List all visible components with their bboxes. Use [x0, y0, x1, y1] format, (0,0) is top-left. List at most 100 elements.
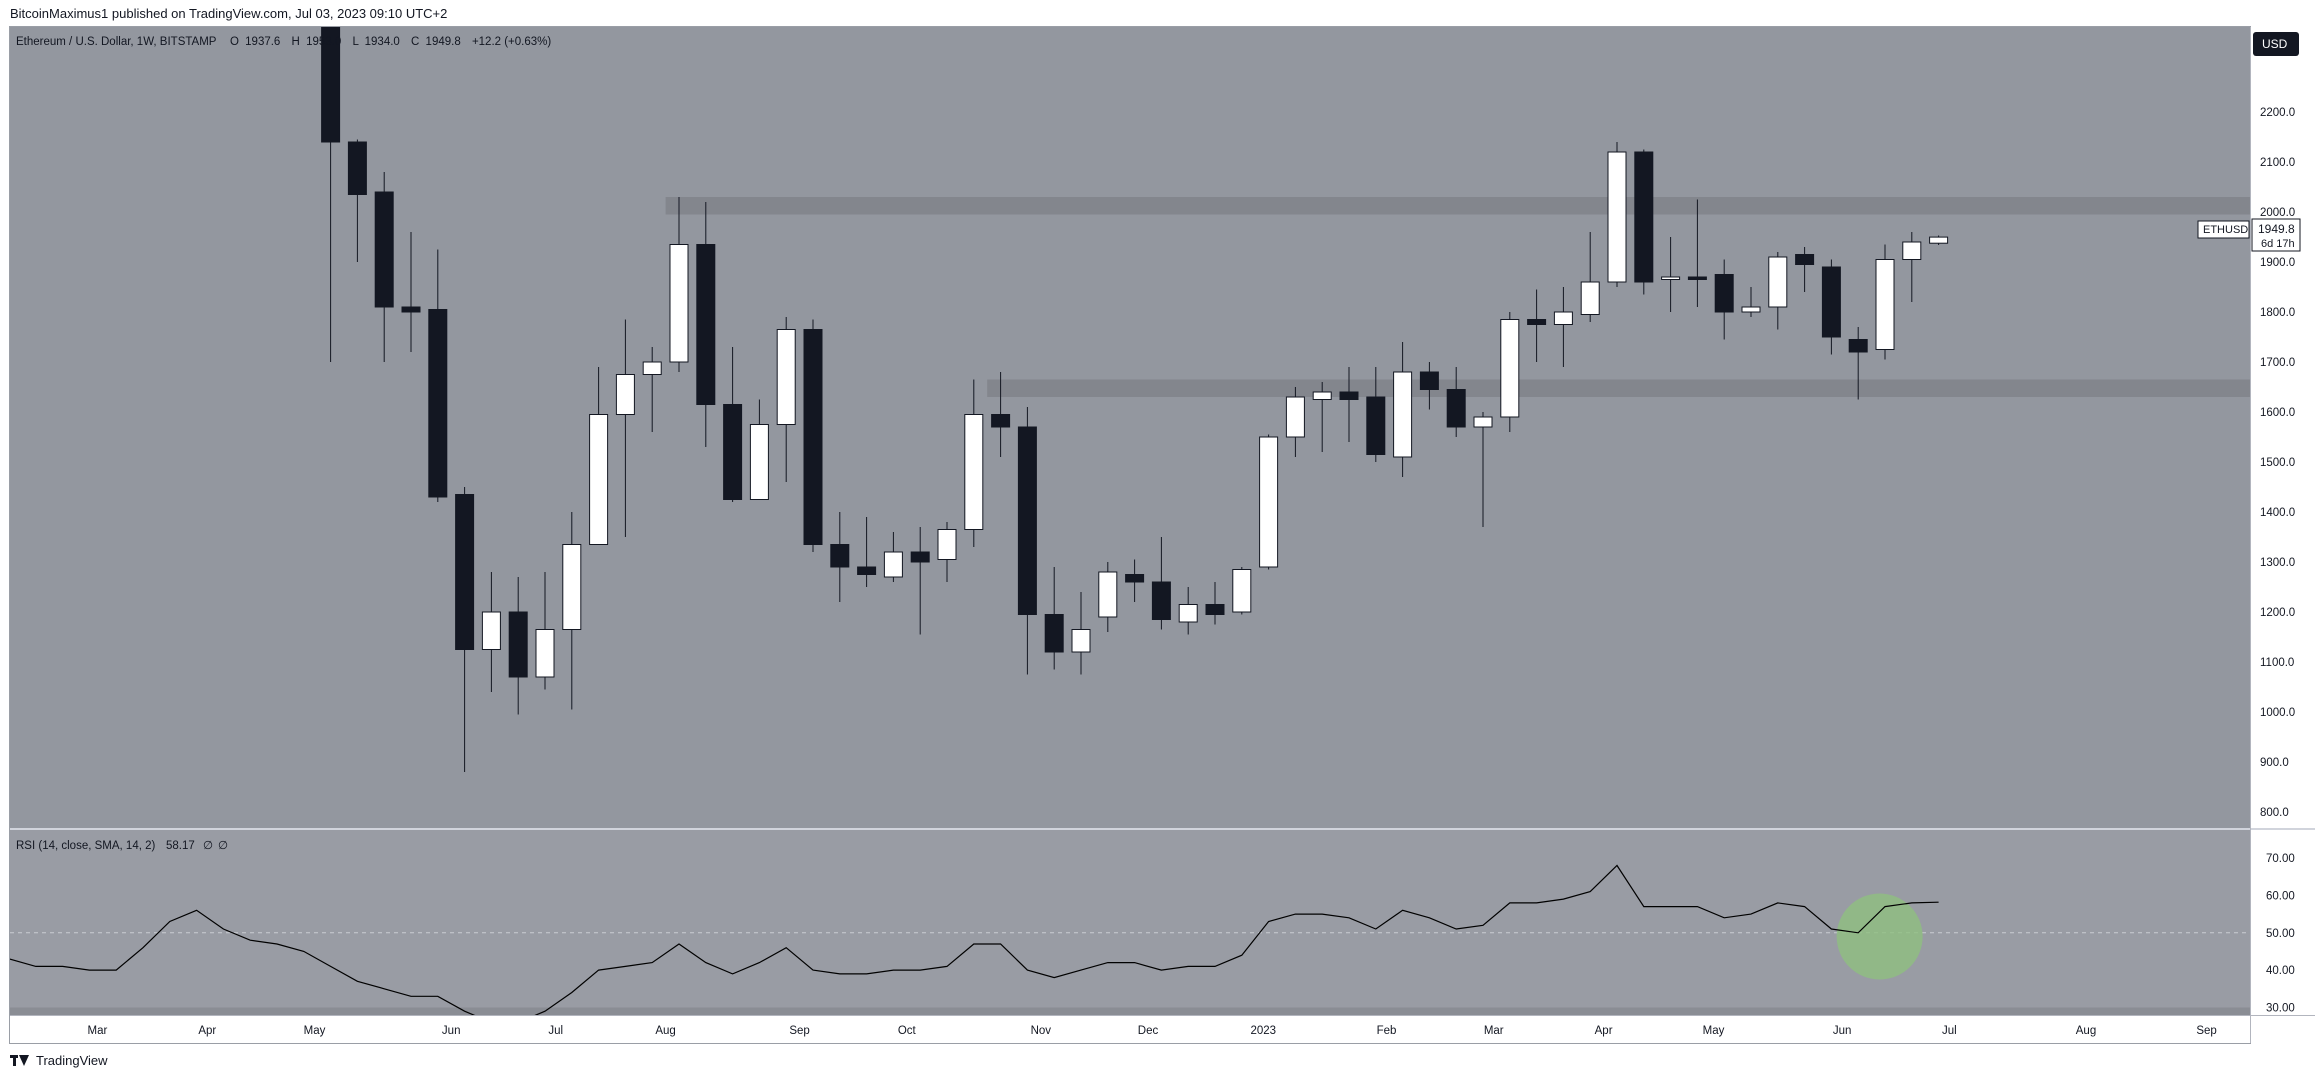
author-name[interactable]: BitcoinMaximus1	[10, 6, 109, 21]
candle-72	[1929, 235, 1949, 245]
candle-body-bull	[937, 529, 957, 560]
candle-body-bull	[642, 361, 662, 375]
price-tick-label: 1800.0	[2260, 307, 2295, 319]
candle-70	[1875, 244, 1895, 360]
rsi-name[interactable]: RSI (14, close, SMA, 14, 2)	[16, 840, 156, 852]
footer-brand[interactable]: TradingView	[36, 1053, 108, 1068]
candle-21	[562, 512, 582, 710]
candle-body-bull	[562, 544, 582, 630]
publish-header: BitcoinMaximus1 published on TradingView…	[10, 6, 447, 21]
candle-39	[1044, 567, 1064, 670]
candle-body-bear	[830, 544, 850, 568]
candle-body-bull	[964, 414, 984, 530]
price-pane[interactable]: 800.0 900.0 1000.0 1100.0 1200.0 1300.0 1400.0…	[10, 0, 2295, 828]
time-tick-label: Jun	[442, 1025, 461, 1037]
open-value: 1937.6	[245, 36, 280, 48]
candle-body-bear	[1795, 254, 1815, 265]
price-axis[interactable]: 800.0 900.0 1000.0 1100.0 1200.0 1300.0 1400.0…	[2260, 107, 2295, 819]
currency-button-label[interactable]: USD	[2262, 37, 2288, 51]
support-resistance-zones	[665, 197, 2251, 397]
candle-body-bull	[535, 629, 555, 678]
candle-52	[1393, 342, 1413, 477]
time-tick-label: May	[304, 1025, 326, 1037]
price-tick-label: 1100.0	[2260, 657, 2294, 669]
low-value: 1934.0	[365, 36, 400, 48]
candle-body-bear	[1527, 319, 1547, 325]
tradingview-logo-icon[interactable]	[10, 1055, 30, 1066]
candle-body-bull	[749, 424, 769, 500]
price-tick-label: 1600.0	[2260, 407, 2295, 419]
candle-body-bull	[1875, 259, 1895, 350]
candle-body-bull	[1580, 281, 1600, 315]
time-axis[interactable]: Mar Apr May Jun Jul Aug Sep Oct Nov Dec 2023 Feb Mar…	[88, 1025, 2217, 1037]
candle-38	[1017, 407, 1037, 675]
candle-body-bull	[1902, 241, 1922, 260]
currency-button[interactable]: USD	[2253, 32, 2299, 56]
candle-18	[481, 572, 501, 692]
symbol-legend: Ethereum / U.S. Dollar, 1W, BITSTAMP O 1…	[16, 36, 551, 48]
time-tick-label: Feb	[1377, 1025, 1397, 1037]
rsi-tick-label: 70.00	[2266, 853, 2295, 865]
rsi-pane[interactable]: 30.00 40.00 50.00 60.00 70.00	[9, 830, 2295, 1023]
publish-text: published on TradingView.com,	[111, 6, 292, 21]
time-tick-label: Mar	[1484, 1025, 1504, 1037]
candle-69	[1848, 327, 1868, 400]
rsi-tick-label: 60.00	[2266, 890, 2295, 902]
time-tick-label: Mar	[88, 1025, 108, 1037]
candle-body-bull	[1661, 276, 1681, 280]
candle-body-bull	[1312, 391, 1332, 400]
candle-17	[455, 487, 475, 772]
candle-body-bull	[669, 244, 689, 363]
rsi-legend: RSI (14, close, SMA, 14, 2) 58.17 ∅ ∅	[16, 840, 228, 852]
last-price-tag-bg	[2251, 218, 2301, 252]
candle-body-bear	[696, 244, 716, 405]
candle-36	[964, 379, 984, 547]
symbol-name[interactable]: Ethereum / U.S. Dollar, 1W, BITSTAMP	[16, 36, 217, 48]
candle-13	[347, 139, 367, 262]
candle-body-bull	[776, 329, 796, 425]
candle-body-bear	[1339, 391, 1359, 400]
candle-body-bear	[1821, 266, 1841, 338]
candle-body-bull	[1232, 569, 1252, 613]
candle-body-bear	[508, 611, 528, 678]
candle-35	[937, 522, 957, 582]
time-tick-label: Jul	[1942, 1025, 1957, 1037]
candle-body-bull	[1500, 319, 1520, 418]
candle-59	[1580, 232, 1600, 322]
candle-body-bear	[374, 191, 394, 308]
candle-body-bull	[1741, 306, 1761, 313]
candle-body-bear	[347, 141, 367, 195]
candle-body-bear	[401, 306, 421, 313]
candle-26	[696, 202, 716, 447]
price-tick-label: 1700.0	[2260, 357, 2295, 369]
low-label: L	[352, 36, 359, 48]
time-tick-label: Sep	[2196, 1025, 2216, 1037]
publish-date: Jul 03, 2023 09:10 UTC+2	[295, 6, 448, 21]
rsi-tick-label: 50.00	[2266, 928, 2295, 940]
last-price: 1949.8	[2258, 222, 2295, 236]
candle-57	[1527, 289, 1547, 362]
price-tick-label: 2000.0	[2260, 207, 2295, 219]
candle-53	[1419, 362, 1439, 410]
candle-12	[321, 27, 341, 362]
rsi-extra-1: ∅	[203, 840, 213, 852]
rsi-axis[interactable]: 30.00 40.00 50.00 60.00 70.00	[2266, 853, 2295, 1015]
time-tick-label: May	[1703, 1025, 1725, 1037]
candle-43	[1151, 537, 1171, 630]
candle-body-bull	[615, 374, 635, 415]
candle-63	[1687, 199, 1707, 307]
rsi-extra-2: ∅	[218, 840, 228, 852]
rsi-value: 58.17	[166, 840, 195, 852]
price-tick-label: 900.0	[2260, 757, 2289, 769]
candle-body-bear	[1125, 574, 1145, 583]
time-tick-label: Aug	[2076, 1025, 2096, 1037]
candle-body-bull	[883, 551, 903, 578]
candle-55	[1473, 412, 1493, 527]
zone-2	[987, 379, 2251, 397]
rsi-tick-label: 40.00	[2266, 965, 2295, 977]
candle-47	[1259, 434, 1279, 570]
candle-body-bull	[1473, 416, 1493, 428]
candle-46	[1232, 567, 1252, 615]
close-label: C	[411, 36, 419, 48]
